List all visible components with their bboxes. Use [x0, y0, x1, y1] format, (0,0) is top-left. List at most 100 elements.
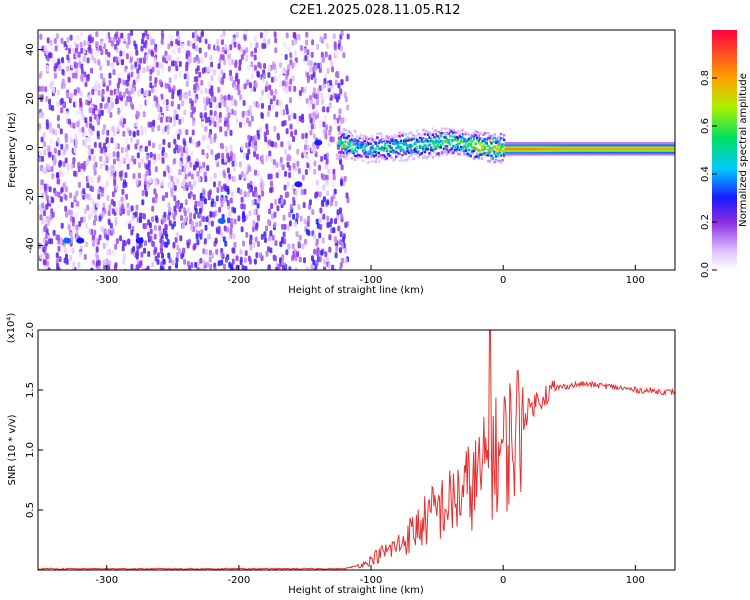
spectrogram-cell: [190, 111, 194, 118]
spectrogram-cell: [229, 232, 233, 239]
spectrogram-cell: [255, 42, 259, 49]
spectrogram-cell: [66, 91, 70, 98]
ridge-cell: [572, 145, 576, 149]
colorbar-tick-label: 0.4: [700, 166, 711, 182]
ridge-cell: [514, 147, 517, 151]
spectrogram-cell: [291, 184, 295, 191]
spectrogram-cell: [294, 221, 298, 228]
ridge-cell: [509, 147, 512, 151]
spectrogram-cell: [200, 121, 204, 128]
ridge-cell: [369, 137, 373, 140]
ridge-cell: [422, 156, 425, 159]
spectrogram-cell: [94, 215, 98, 222]
spectrogram-cell: [290, 112, 294, 119]
spectrogram-cell: [130, 51, 133, 58]
spectrogram-cell: [239, 94, 243, 101]
ridge-cell: [450, 129, 454, 133]
ridge-cell: [590, 153, 593, 156]
ridge-cell: [631, 147, 634, 151]
ridge-cell: [629, 153, 633, 156]
spectrogram-cell: [213, 181, 216, 188]
spectrogram-cell: [183, 73, 187, 80]
spectrogram-cell: [226, 167, 230, 174]
spectrogram-cell: [129, 101, 133, 108]
spectrogram-cell: [158, 230, 162, 236]
spectrogram-cell: [311, 103, 315, 110]
spectrogram-cell: [184, 182, 188, 188]
ridge-cell: [633, 145, 636, 149]
ridge-cell: [506, 145, 509, 149]
ridge-cell: [490, 157, 493, 161]
spectrogram-cell: [167, 83, 171, 90]
ridge-cell: [564, 151, 568, 154]
ridge-cell: [504, 151, 507, 154]
ridge-cell: [656, 149, 660, 152]
ridge-cell: [588, 151, 592, 154]
ridge-cell: [479, 153, 482, 156]
ridge-cell: [628, 147, 631, 151]
spectrogram-cell: [147, 160, 151, 167]
spectrogram-cell: [63, 247, 67, 254]
spectrogram-cell: [151, 126, 155, 132]
spectrogram-cell: [153, 233, 157, 240]
ridge-cell: [376, 151, 379, 154]
ridge-cell: [556, 153, 560, 156]
colorbar-ticks: 0.00.20.40.60.8: [700, 70, 717, 278]
spectrogram-cell: [320, 249, 324, 256]
ridge-cell: [515, 143, 519, 147]
ridge-cell: [636, 145, 639, 149]
spectrogram-cell: [106, 85, 110, 92]
spectrogram-cell: [39, 112, 42, 119]
ridge-cell: [582, 153, 585, 156]
ridge-cell: [621, 153, 625, 156]
ridge-cell: [528, 151, 531, 154]
spectrogram-cell: [61, 69, 65, 75]
ridge-cell: [430, 139, 433, 143]
spectrogram-cell: [286, 161, 290, 168]
spectrogram-cell: [156, 252, 160, 259]
spectrogram-cell: [44, 218, 48, 224]
ridge-cell: [585, 149, 588, 152]
spectrogram-cell: [310, 51, 314, 58]
ridge-cell: [633, 142, 636, 145]
ridge-cell: [495, 141, 498, 145]
ridge-cell: [509, 142, 512, 145]
ridge-cell: [552, 153, 555, 156]
ridge-cell: [409, 147, 412, 150]
ridge-cell: [548, 153, 552, 156]
ridge-cell: [580, 151, 584, 154]
spectrogram-cell: [120, 147, 124, 153]
spectrogram-cell: [311, 117, 315, 124]
ridge-cell: [377, 141, 381, 145]
ridge-cell: [644, 142, 647, 145]
ridge-cell: [393, 139, 396, 142]
spectrogram-cell: [96, 130, 100, 137]
spectrogram-cell: [285, 81, 289, 87]
ridge-cell: [464, 142, 468, 145]
spectrogram-cell: [279, 62, 282, 69]
spectrogram-cell: [275, 161, 279, 168]
ridge-cell: [645, 145, 649, 149]
spectrogram-cell: [136, 68, 140, 75]
spectrogram-cell: [192, 194, 196, 201]
spectrogram-cell: [56, 115, 60, 121]
spectrogram-cell: [230, 191, 234, 198]
spectrogram-cell: [299, 215, 303, 222]
spectrogram-cell: [227, 217, 231, 224]
spectrogram-cell: [272, 165, 276, 172]
ridge-cell: [522, 151, 525, 154]
ridge-cell: [341, 153, 344, 156]
spectrogram-cell: [220, 186, 224, 192]
ridge-cell: [377, 160, 381, 163]
ridge-cell: [410, 138, 414, 141]
ridge-cell: [377, 146, 381, 150]
ridge-cell: [380, 137, 384, 141]
spectrogram-cell: [43, 265, 47, 270]
spectrogram-cell: [80, 63, 84, 70]
ridge-cell: [406, 147, 409, 150]
spectrogram-cell: [87, 149, 91, 156]
spectrogram-cell: [323, 266, 326, 270]
ridge-cell: [388, 150, 392, 153]
ridge-cell: [663, 151, 666, 154]
ridge-cell: [548, 149, 552, 152]
